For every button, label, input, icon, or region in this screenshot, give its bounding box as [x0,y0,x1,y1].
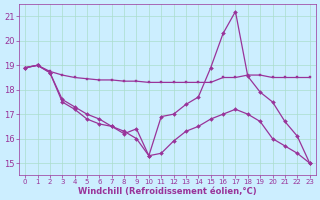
X-axis label: Windchill (Refroidissement éolien,°C): Windchill (Refroidissement éolien,°C) [78,187,257,196]
